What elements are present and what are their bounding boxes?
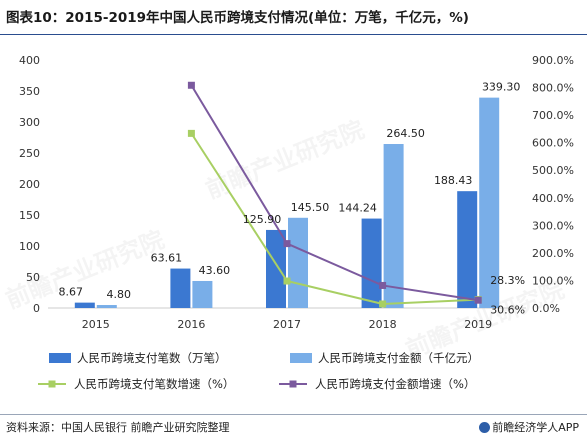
x-tick-label: 2015 [82, 318, 110, 331]
bar-amount-label: 43.60 [199, 264, 231, 277]
legend-label: 人民币跨境支付笔数（万笔） [77, 351, 227, 365]
line-layer [187, 81, 482, 308]
bar-amount [288, 217, 308, 308]
point-count-growth [187, 129, 195, 137]
bar-amount-label: 339.30 [482, 81, 521, 94]
legend-label: 人民币跨境支付金额增速（%） [315, 377, 475, 391]
bar-count [361, 218, 382, 308]
legend: 人民币跨境支付笔数（万笔） 人民币跨境支付金额（千亿元） 人民币跨境支付笔数增速（%… [38, 351, 479, 391]
line-count-growth [190, 132, 479, 305]
bar-amount [192, 280, 213, 308]
point-count-growth [379, 300, 387, 308]
y-right-tick-label: 100.0% [532, 274, 574, 287]
bar-amount [479, 97, 500, 308]
chart-title: 图表10：2015-2019年中国人民币跨境支付情况(单位：万笔，千亿元，%) [6, 10, 469, 26]
bar-count-label: 188.43 [434, 174, 473, 187]
y-left-tick-label: 400 [19, 54, 40, 67]
label-layer: 8.67 63.61 125.90 144.24 188.43 4.80 43.60 145.… [59, 81, 526, 317]
legend-label: 人民币跨境支付笔数增速（%） [74, 377, 234, 391]
source-divider [0, 414, 587, 415]
bar-amount-label: 264.50 [386, 127, 425, 140]
y-left-tick-label: 250 [19, 147, 40, 160]
bar-amount-label: 145.50 [291, 201, 330, 214]
x-tick-label: 2017 [273, 318, 301, 331]
legend-swatch-bar [49, 353, 71, 363]
bar-count-label: 63.61 [151, 252, 183, 265]
bar-count [266, 229, 286, 308]
y-right-tick-label: 800.0% [532, 82, 574, 95]
y-right-tick-label: 700.0% [532, 109, 574, 122]
legend-swatch-marker [289, 380, 297, 388]
legend-swatch-bar [290, 353, 312, 363]
bar-amount [383, 144, 404, 308]
point-amount-growth [283, 240, 291, 248]
legend-swatch-marker [48, 380, 56, 388]
line-amount-growth [190, 84, 479, 302]
y-left-tick-label: 150 [19, 209, 40, 222]
y-left-tick-label: 300 [19, 116, 40, 129]
brand-logo-icon [479, 422, 491, 433]
y-right-tick-label: 400.0% [532, 192, 574, 205]
point-amount-growth [187, 81, 195, 89]
x-tick-label: 2016 [177, 318, 205, 331]
bar-count-label: 144.24 [338, 202, 377, 215]
point-count-growth [283, 277, 291, 285]
y-right-tick-label: 200.0% [532, 247, 574, 260]
bar-amount [96, 305, 117, 308]
x-tick-label: 2018 [369, 318, 397, 331]
bar-count [457, 191, 478, 308]
axis-layer: 0 50 100 150 200 250 300 350 400 0.0% 100.0% 200.0%… [19, 54, 574, 331]
point-amount-growth [474, 296, 482, 304]
y-right-tick-label: 600.0% [532, 137, 574, 150]
y-right-tick-label: 900.0% [532, 54, 574, 67]
legend-label: 人民币跨境支付金额（千亿元） [318, 351, 479, 365]
y-left-tick-label: 50 [26, 271, 40, 284]
bar-layer [74, 97, 500, 308]
y-right-tick-label: 500.0% [532, 164, 574, 177]
source-note: 资料来源：中国人民银行 前瞻产业研究院整理 [6, 421, 230, 434]
line-amount-end-label: 28.3% [490, 274, 525, 287]
y-right-tick-label: 300.0% [532, 219, 574, 232]
y-right-tick-label: 0.0% [532, 302, 560, 315]
bar-count-label: 125.90 [243, 213, 282, 226]
y-left-tick-label: 100 [19, 240, 40, 253]
chart-canvas: 0 50 100 150 200 250 300 350 400 0.0% 100.0% 200.0%… [19, 54, 574, 391]
line-count-end-label: 30.6% [490, 304, 525, 317]
brand-tag: 前瞻经济学人APP [479, 419, 579, 435]
bar-count-label: 8.67 [59, 286, 84, 299]
brand-name: 前瞻经济学人APP [492, 421, 579, 434]
bar-count [170, 268, 191, 308]
x-tick-label: 2019 [464, 318, 492, 331]
y-left-tick-label: 0 [33, 302, 40, 315]
y-left-tick-label: 200 [19, 178, 40, 191]
point-amount-growth [379, 281, 387, 289]
y-left-tick-label: 350 [19, 85, 40, 98]
bar-amount-label: 4.80 [107, 288, 132, 301]
bar-count [74, 302, 95, 308]
title-underline [0, 34, 587, 35]
